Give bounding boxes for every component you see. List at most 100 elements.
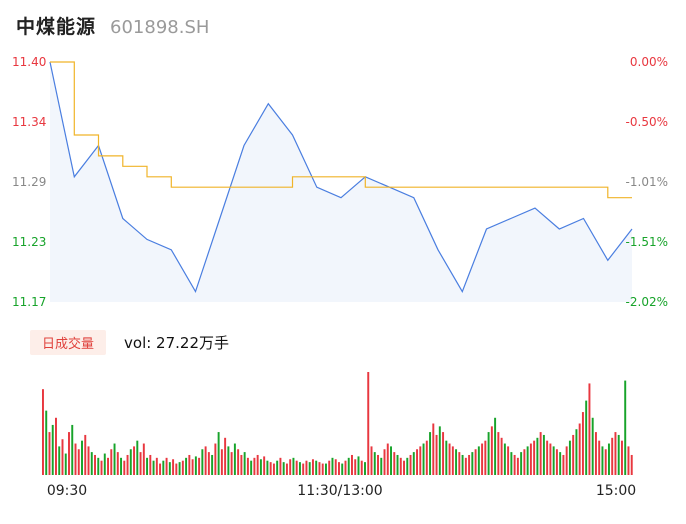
volume-bar (302, 463, 305, 475)
volume-bar (292, 457, 295, 475)
volume-bar (562, 454, 565, 475)
price-tick-label: 11.40 (12, 55, 46, 69)
price-tick-label: 11.17 (12, 295, 46, 309)
volume-bar (207, 452, 210, 475)
volume-bar (146, 457, 149, 475)
volume-bar (220, 449, 223, 475)
price-axis-left: 11.40 11.34 11.29 11.23 11.17 (12, 55, 46, 309)
volume-bar (497, 432, 500, 475)
volume-bar (269, 462, 272, 476)
volume-bar (71, 424, 74, 475)
volume-bar (318, 462, 321, 476)
percent-tick-label: -1.51% (626, 235, 668, 249)
volume-bar (367, 372, 370, 475)
percent-tick-label: 0.00% (630, 55, 668, 69)
volume-bar (308, 462, 311, 476)
volume-bar (520, 452, 523, 475)
volume-bar (334, 459, 337, 475)
volume-bar (396, 454, 399, 475)
volume-bar (211, 454, 214, 475)
volume-bar (559, 452, 562, 475)
volume-bar (581, 412, 584, 475)
volume-bar (552, 446, 555, 475)
volume-bar (328, 460, 331, 475)
volume-bar (445, 440, 448, 475)
volume-bar (162, 460, 165, 475)
volume-bar (256, 454, 259, 475)
volume-bar (136, 440, 139, 475)
time-tick-label: 15:00 (596, 483, 636, 499)
price-area-fill (50, 62, 632, 302)
volume-bar (129, 449, 132, 475)
volume-bar (295, 460, 298, 475)
volume-tab[interactable]: 日成交量 (30, 330, 107, 355)
volume-bar (526, 446, 529, 475)
price-tick-label: 11.23 (12, 235, 46, 249)
avg-price-line (50, 61, 632, 199)
volume-bar (468, 454, 471, 475)
volume-bar (250, 460, 253, 475)
percent-tick-label: -2.02% (626, 295, 668, 309)
volume-bar (585, 400, 588, 475)
volume-bar (458, 452, 461, 475)
volume-bar (55, 417, 57, 475)
volume-bars (42, 372, 633, 476)
volume-bar (568, 440, 571, 475)
volume-bar (354, 459, 357, 475)
volume-bar (87, 446, 90, 475)
volume-bar (259, 459, 262, 475)
stock-code: 601898.SH (110, 17, 210, 38)
volume-bar (617, 434, 620, 475)
volume-bar (181, 460, 184, 475)
volume-bar (344, 460, 347, 475)
volume-bar (490, 426, 493, 475)
volume-bar (451, 446, 454, 475)
volume-bar (419, 446, 422, 475)
volume-bar (386, 443, 389, 475)
volume-bar (542, 434, 545, 475)
volume-bar (175, 463, 178, 475)
volume-bar (77, 449, 80, 475)
volume-bar (598, 440, 601, 475)
volume-bar (42, 389, 44, 475)
volume-bar (74, 443, 77, 475)
volume-bar (321, 463, 324, 475)
percent-tick-label: -1.01% (626, 175, 668, 189)
volume-bar (507, 446, 510, 475)
volume-bar (588, 383, 591, 475)
volume-bar (266, 460, 269, 475)
volume-bar (276, 460, 279, 475)
volume-bar (364, 462, 366, 476)
volume-bar (403, 460, 405, 475)
volume-bar (484, 440, 487, 475)
volume-bar (510, 452, 513, 475)
volume-value: vol: 27.22万手 (124, 334, 230, 352)
time-tick-label: 09:30 (47, 483, 87, 499)
volume-bar (178, 462, 181, 476)
volume-bar (555, 449, 558, 475)
volume-bar (594, 432, 597, 475)
volume-bar (305, 460, 308, 475)
volume-bar (263, 456, 266, 475)
price-panel (49, 61, 633, 302)
volume-bar (380, 457, 383, 475)
volume-bar (416, 449, 419, 475)
volume-bar (237, 449, 240, 475)
volume-bar (116, 452, 119, 475)
volume-bar (139, 452, 142, 475)
volume-bar (604, 449, 607, 475)
volume-bar (113, 443, 116, 475)
volume-bar (123, 460, 126, 475)
volume-bar (377, 454, 379, 475)
volume-bar (500, 437, 503, 475)
volume-bar (133, 446, 136, 475)
volume-bar (390, 446, 392, 475)
volume-bar (607, 443, 610, 475)
volume-bar (172, 459, 175, 475)
volume-bar (64, 453, 67, 475)
volume-bar (383, 449, 386, 475)
volume-bar (217, 432, 220, 475)
volume-bar (97, 457, 100, 475)
volume-bar (601, 446, 604, 475)
volume-bar (412, 452, 415, 475)
